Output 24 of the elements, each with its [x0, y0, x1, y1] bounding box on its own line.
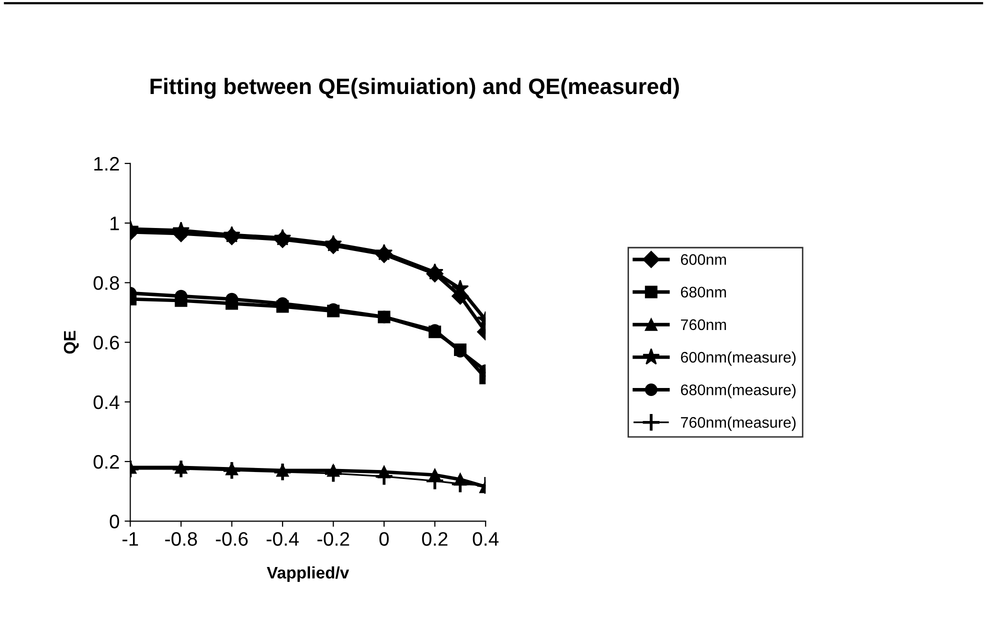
legend-label: 760nm: [680, 319, 726, 330]
legend-label: 680nm(measure): [680, 384, 796, 398]
y-axis-title: QE: [64, 330, 79, 354]
y-tick-label: 0.8: [94, 276, 120, 290]
y-tick-label: 1.2: [94, 156, 119, 170]
chart-title: Fitting between QE(simuiation) and QE(measured): [150, 78, 679, 99]
y-tick-label: 0.6: [94, 336, 120, 350]
legend-label: 600nm: [680, 254, 726, 265]
y-tick-label: 0: [110, 514, 120, 528]
x-tick-label: -0.4: [266, 532, 299, 546]
y-tick-label: 0.4: [94, 395, 120, 410]
y-tick-label: 0.2: [94, 454, 119, 469]
x-axis-title: Vapplied/v: [266, 566, 350, 582]
x-tick-label: 0.2: [422, 532, 448, 546]
x-tick-label: 0.4: [472, 532, 499, 546]
x-tick-label: -0.8: [165, 532, 197, 546]
x-tick-label: -1: [122, 532, 138, 546]
legend-label: 600nm(measure): [680, 351, 796, 366]
x-tick-label: -0.2: [317, 532, 350, 546]
legend-label: 760nm(measure): [680, 416, 796, 431]
x-tick-label: 0: [379, 532, 389, 546]
x-tick-label: -0.6: [216, 532, 248, 546]
legend-label: 680nm: [680, 286, 726, 298]
y-tick-label: 1: [110, 216, 119, 230]
